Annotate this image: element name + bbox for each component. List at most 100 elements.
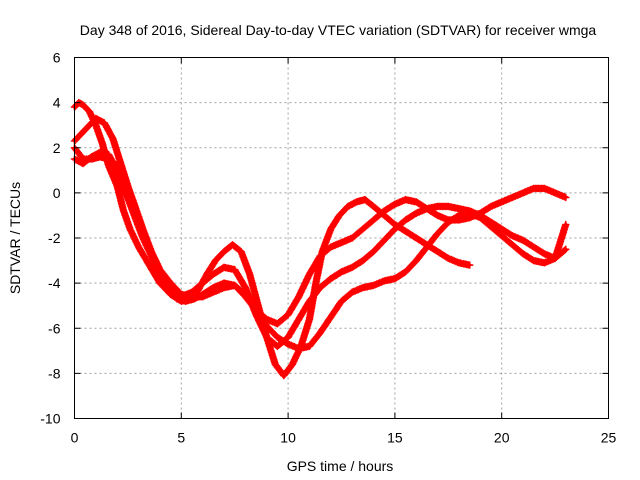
data-point [339, 299, 344, 303]
data-point [158, 267, 162, 272]
y-tick-label: -4 [48, 275, 61, 291]
data-point [183, 299, 188, 303]
data-point [107, 157, 111, 161]
data-point [500, 227, 504, 231]
data-point [98, 155, 102, 159]
data-point [233, 267, 237, 272]
data-point [128, 227, 132, 231]
data-point [363, 198, 367, 202]
data-point [132, 202, 136, 206]
data-point [414, 258, 418, 263]
data-point [275, 335, 280, 339]
data-point [318, 286, 322, 290]
data-point [265, 324, 269, 328]
data-point [510, 195, 514, 199]
data-point [564, 247, 568, 251]
x-tick-label: 0 [71, 430, 79, 446]
data-point [542, 186, 547, 190]
data-point [446, 220, 450, 224]
x-tick-label: 15 [387, 430, 403, 446]
data-point [243, 286, 247, 290]
data-point [230, 243, 235, 247]
data-point [149, 249, 153, 254]
data-point [414, 236, 418, 240]
data-point [211, 290, 215, 294]
y-tick-label: -2 [48, 230, 61, 246]
data-point [307, 344, 312, 348]
data-point [265, 335, 269, 339]
data-point [346, 204, 350, 209]
data-point [147, 263, 151, 267]
data-point [329, 245, 333, 249]
data-point [94, 123, 98, 127]
data-point [201, 281, 205, 285]
data-point [115, 164, 119, 168]
data-point [329, 277, 333, 281]
data-point [169, 281, 173, 285]
data-point [414, 211, 418, 215]
data-point [122, 209, 126, 213]
data-point [457, 207, 461, 211]
data-point [318, 254, 322, 258]
data-point [290, 362, 294, 366]
data-point [107, 164, 111, 168]
data-point [222, 286, 226, 290]
data-point [436, 249, 440, 254]
data-point [222, 265, 226, 269]
data-point [307, 299, 312, 303]
x-axis-label: GPS time / hours [287, 458, 394, 474]
y-tick-label: 0 [53, 185, 61, 201]
data-point [222, 249, 226, 254]
y-tick-label: -10 [40, 411, 60, 427]
data-point [201, 295, 205, 299]
data-point [254, 308, 258, 312]
data-point [500, 200, 504, 204]
data-point [542, 252, 547, 256]
data-point [468, 211, 472, 215]
data-point [79, 132, 83, 136]
data-point [273, 362, 277, 366]
data-point [205, 272, 209, 276]
x-tick-label: 10 [280, 430, 296, 446]
data-point [436, 231, 440, 236]
data-point [489, 225, 493, 229]
data-point [489, 204, 493, 209]
data-point [510, 243, 514, 247]
data-point [350, 265, 354, 269]
data-point [425, 207, 429, 211]
data-point [521, 191, 525, 195]
data-point [393, 202, 397, 206]
data-point [371, 249, 376, 254]
data-point [85, 125, 89, 130]
data-point [403, 270, 408, 274]
data-point [329, 315, 333, 319]
y-tick-label: -8 [48, 365, 61, 381]
y-axis-label: SDTVAR / TECUs [7, 182, 23, 294]
data-point [314, 281, 318, 285]
y-tick-label: 6 [53, 50, 61, 66]
data-point [510, 234, 514, 238]
data-point [532, 258, 536, 263]
x-tick-label: 25 [601, 430, 617, 446]
series-track-4 [70, 144, 570, 353]
data-point [243, 292, 247, 297]
data-point [403, 218, 408, 222]
data-point [166, 286, 171, 290]
data-point [282, 374, 286, 378]
data-point [81, 161, 85, 166]
y-tick-label: -6 [48, 320, 61, 336]
x-tick-label: 5 [177, 430, 185, 446]
data-point [337, 213, 341, 218]
data-point [553, 191, 557, 195]
data-point [297, 346, 301, 351]
data-point [100, 141, 104, 145]
data-point [158, 281, 162, 285]
data-point [98, 150, 102, 154]
data-point [111, 137, 115, 141]
data-point [542, 261, 547, 265]
y-tick-label: 4 [53, 95, 61, 111]
data-point [436, 204, 440, 209]
data-point [425, 245, 429, 249]
data-point [361, 227, 365, 231]
data-point [256, 304, 260, 308]
